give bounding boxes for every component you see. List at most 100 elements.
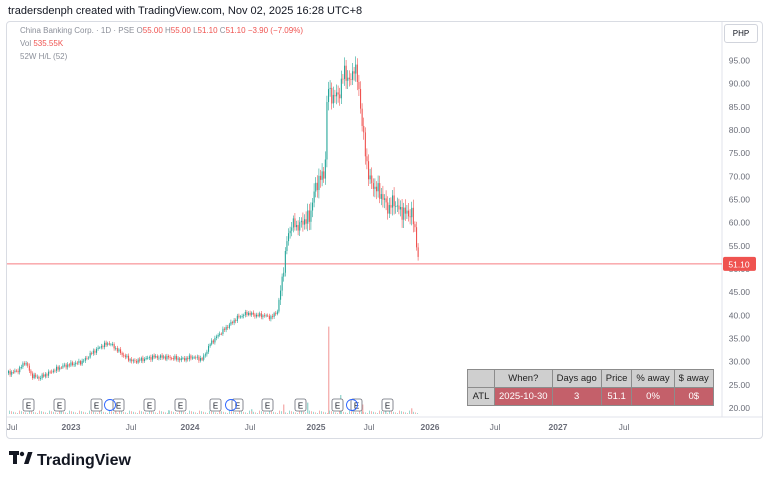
candle-body [30,370,32,374]
candle-body [312,202,314,211]
candle-body [172,358,174,360]
candle-body [86,358,88,359]
candle-body [262,315,264,318]
candle-body [72,362,74,366]
earnings-marker-icon [22,398,35,412]
earnings-marker-icon [331,398,344,412]
candle-body [219,333,221,336]
candle-body [396,205,398,207]
table-header: % away [631,369,675,388]
candle-body [43,374,45,377]
x-tick-label: Jul [7,422,18,432]
volume-bar [323,411,324,414]
candle-body [32,373,34,379]
candle-body [340,78,342,99]
candle-body [360,88,362,109]
candle-body [304,219,306,225]
candle-body [249,312,251,315]
indicator-legend[interactable]: 52W H/L (52) [20,52,68,61]
candle-body [28,365,30,371]
ohlc-change: −3.90 (−7.09%) [247,26,303,35]
candle-body [246,312,248,315]
volume-bar [67,413,68,414]
volume-bar [183,411,184,414]
volume-bar [255,412,256,414]
candle-body [379,183,381,199]
candle-body [214,337,216,343]
candle-body [414,224,416,228]
volume-bar [205,412,206,414]
candle-body [217,335,219,337]
volume-bar [11,411,12,414]
earnings-marker-label: E [335,402,340,411]
volume-bar [171,411,172,414]
volume-bar [339,410,340,414]
candle-body [276,311,278,315]
currency-button[interactable]: PHP [724,24,758,43]
volume-bar [25,412,26,414]
volume-bar [387,413,388,414]
volume-bar [49,410,50,414]
volume-bar [249,410,250,414]
volume-bar [141,411,142,414]
volume-value: 535.55K [33,39,64,48]
volume-bar [331,411,332,414]
ohlc-close: 51.10 [225,26,246,35]
volume-bar [151,411,152,414]
candle-body [208,346,210,352]
volume-bar [259,410,260,414]
volume-bar [362,404,364,414]
x-tick-label: 2025 [307,422,326,432]
candle-body [27,363,29,366]
candle-body [97,347,99,349]
candle-body [153,355,155,358]
volume-bar [155,412,156,414]
candle-body [150,357,152,360]
chart-frame: 95.00 90.00 85.00 80.00 75.00 70.00 65.00 60.00… [6,21,763,439]
volume-bar [121,411,122,414]
volume-bar [385,412,386,414]
earnings-marker-icon [294,398,307,412]
candle-body [406,210,408,214]
candle-body [342,78,344,80]
candle-body [84,358,86,361]
y-tick-label: 55.00 [729,241,751,251]
candle-body [123,354,125,356]
table-cell: 3 [551,387,602,406]
volume-bar [31,411,32,414]
volume-bar [393,411,394,414]
volume-bar [85,412,86,414]
volume-bar [287,413,288,414]
volume-bar [95,412,96,414]
candle-body [102,346,104,348]
volume-bar [329,410,330,414]
volume-bar [149,410,150,414]
volume-bar [87,413,88,414]
candle-body [380,194,382,199]
candle-body [180,358,182,361]
price-chart[interactable]: 95.00 90.00 85.00 80.00 75.00 70.00 65.00 60.00… [7,22,762,438]
candle-body [12,371,14,373]
candle-body [14,370,16,373]
candle-body [166,355,168,360]
volume-bar [179,410,180,414]
volume-bar [327,413,328,414]
volume-bar [175,412,176,414]
volume-bar [243,411,244,414]
candle-body [59,367,61,370]
candle-body [137,359,139,363]
candle-body [108,343,110,345]
earnings-marker-label: E [265,402,270,411]
volume-bar [57,413,58,414]
candle-body [211,340,213,345]
volume-bar [213,411,214,414]
candle-body [209,344,211,347]
volume-bar [29,410,30,414]
candle-body [89,353,91,358]
candle-body [332,94,334,104]
candle-body [176,356,178,360]
tradingview-logo[interactable]: TradingView [9,451,131,470]
volume-bar [381,411,382,414]
candle-body [99,347,101,349]
earnings-marker-label: E [57,402,62,411]
